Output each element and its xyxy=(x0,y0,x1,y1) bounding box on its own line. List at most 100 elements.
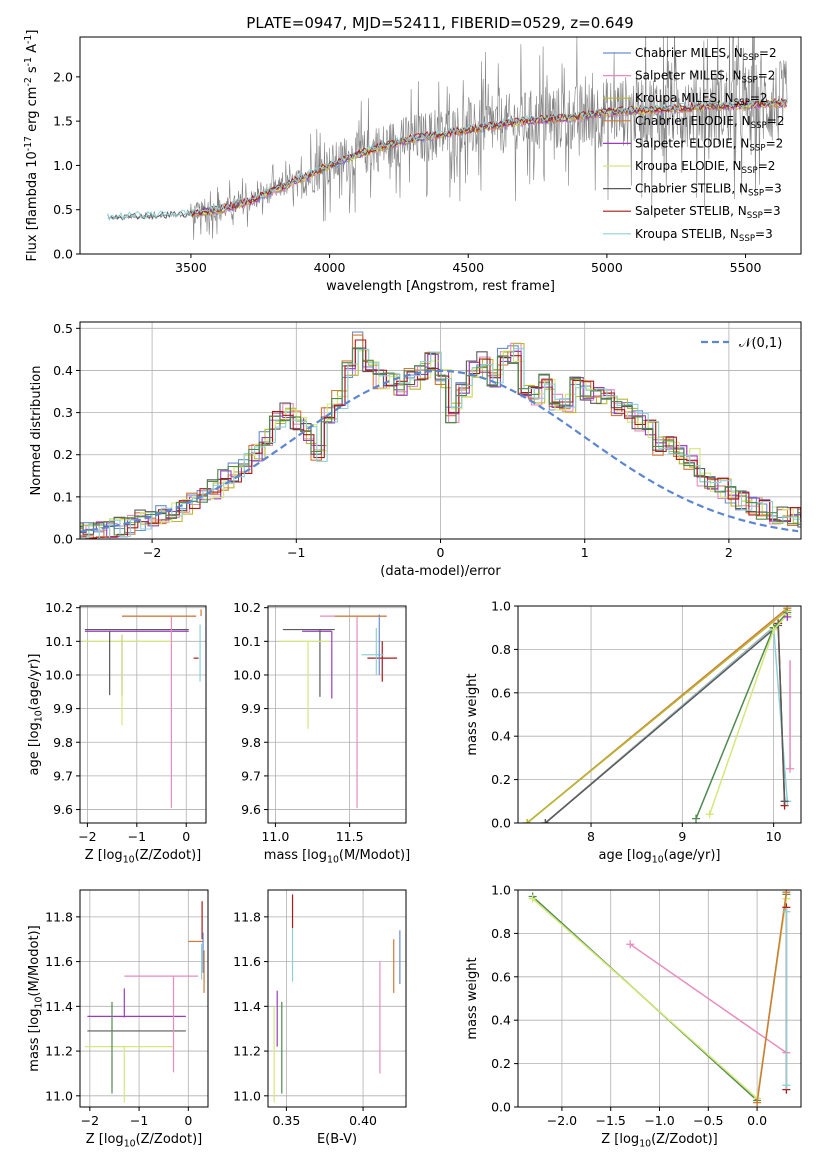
weight-marker xyxy=(705,810,714,819)
y-tick-label: 11.8 xyxy=(233,909,261,924)
weight-marker xyxy=(782,907,791,916)
weight-series xyxy=(756,892,788,1103)
y-tick-label: 9.9 xyxy=(53,701,73,716)
age-vs-mass-axes xyxy=(268,606,406,823)
x-tick-label: 9 xyxy=(678,829,686,844)
y-tick-label: 0.5 xyxy=(53,202,73,217)
y-tick-label: 11.4 xyxy=(45,999,73,1014)
y-tick-label: 0.6 xyxy=(491,685,511,700)
x-tick-label: −2 xyxy=(81,1113,99,1128)
errorbar-points xyxy=(278,614,398,808)
y-tick-label: 0.2 xyxy=(491,1056,511,1071)
legend-entry: Chabrier ELODIE, NSSP=2 xyxy=(635,114,784,131)
y-tick-label: 9.7 xyxy=(241,768,261,783)
x-tick-label: 4000 xyxy=(314,260,346,275)
weight-marker xyxy=(692,814,701,823)
y-tick-label: 0.2 xyxy=(53,447,73,462)
weight-marker xyxy=(626,940,635,949)
y-tick-label: 0.0 xyxy=(491,1100,511,1115)
x-tick-label: −2 xyxy=(143,545,161,560)
x-tick-label: 0 xyxy=(184,1113,192,1128)
residuals-axes xyxy=(80,322,801,540)
y-tick-label: 11.6 xyxy=(233,954,261,969)
legend-entry: Kroupa ELODIE, NSSP=2 xyxy=(635,159,775,176)
y-tick-label: 1.0 xyxy=(491,883,511,898)
y-axis-label: Flux [flambda 10-17 erg cm-2 s-1 A-1] xyxy=(23,30,40,262)
x-axis-label: mass [log10(M/Modot)] xyxy=(264,848,410,865)
mass-weight-vs-age-frame xyxy=(517,605,802,824)
weight-marker xyxy=(780,797,789,806)
legend-entry: Kroupa MILES, NSSP=2 xyxy=(635,91,768,108)
legend-entry: Salpeter STELIB, NSSP=3 xyxy=(635,204,781,221)
mass-vs-ebv-axes xyxy=(268,890,406,1107)
x-tick-label: −1.0 xyxy=(644,1113,674,1128)
y-tick-label: 10.2 xyxy=(45,600,73,615)
y-tick-label: 0.4 xyxy=(491,1013,511,1028)
errorbar-points xyxy=(82,609,202,808)
x-tick-label: 4500 xyxy=(452,260,484,275)
legend-entry: Chabrier MILES, NSSP=2 xyxy=(635,46,777,63)
histogram-series xyxy=(80,348,801,539)
x-tick-label: 3500 xyxy=(175,260,207,275)
y-tick-label: 10.0 xyxy=(45,667,73,682)
y-tick-label: 9.6 xyxy=(241,802,261,817)
y-tick-label: 0.3 xyxy=(53,405,73,420)
y-tick-label: 11.2 xyxy=(45,1044,73,1059)
y-tick-label: 9.9 xyxy=(241,701,261,716)
y-tick-label: 0.0 xyxy=(491,816,511,831)
errorbar-points xyxy=(84,901,205,1103)
y-tick-label: 0.8 xyxy=(491,642,511,657)
y-tick-label: 11.0 xyxy=(233,1088,261,1103)
age-vs-metallicity-axes xyxy=(80,606,206,823)
x-axis-label: Z [log10(Z/Zodot)] xyxy=(85,848,202,865)
weight-series xyxy=(544,623,786,823)
x-axis-label: E(B-V) xyxy=(317,1132,357,1147)
y-axis-label: age [log10(age/yr)] xyxy=(27,654,44,776)
x-tick-label: −1 xyxy=(130,1113,148,1128)
weight-marker xyxy=(782,890,791,897)
x-tick-label: −2 xyxy=(78,829,96,844)
weight-marker xyxy=(769,625,778,634)
x-tick-label: 0 xyxy=(182,829,190,844)
model-fit-line xyxy=(107,98,787,222)
x-tick-label: 0.35 xyxy=(272,1113,300,1128)
y-tick-label: 9.8 xyxy=(241,735,261,750)
y-tick-label: 0.5 xyxy=(53,321,73,336)
x-axis-label: age [log10(age/yr)] xyxy=(599,848,721,865)
legend-entry: 𝒩(0,1) xyxy=(739,336,782,351)
x-tick-label: 0 xyxy=(437,545,445,560)
weight-marker xyxy=(783,612,792,621)
y-tick-label: 11.2 xyxy=(233,1044,261,1059)
legend-entry: Chabrier STELIB, NSSP=3 xyxy=(635,182,782,199)
x-tick-label: 1 xyxy=(581,545,589,560)
mass-vs-metallicity-frame xyxy=(79,889,209,1108)
mass-vs-ebv-frame xyxy=(267,889,407,1108)
histogram-series xyxy=(80,343,801,538)
x-axis-label: (data-model)/error xyxy=(380,564,501,579)
x-tick-label: 10 xyxy=(766,829,782,844)
weight-series xyxy=(526,609,788,823)
y-tick-label: 0.8 xyxy=(491,926,511,941)
y-tick-label: 10.1 xyxy=(233,634,261,649)
weight-marker xyxy=(528,894,537,903)
spectrum-frame xyxy=(79,36,802,255)
weight-series xyxy=(629,943,787,1054)
mass-vs-metallicity-axes xyxy=(80,890,208,1107)
x-tick-label: 11.0 xyxy=(261,829,289,844)
y-tick-label: 10.0 xyxy=(233,667,261,682)
weight-lines xyxy=(528,890,791,1107)
y-tick-label: 10.1 xyxy=(45,634,73,649)
legend-entry: Kroupa STELIB, NSSP=3 xyxy=(635,227,773,244)
legend-entry: Salpeter ELODIE, NSSP=2 xyxy=(635,136,783,153)
y-axis-label: Normed distribution xyxy=(29,366,44,496)
x-tick-label: −1 xyxy=(287,545,305,560)
x-tick-label: 2 xyxy=(725,545,733,560)
x-tick-label: −2.0 xyxy=(547,1113,577,1128)
x-axis-label: Z [log10(Z/Zodot)] xyxy=(86,1132,203,1149)
spectrum-traces xyxy=(107,37,788,240)
y-tick-label: 1.5 xyxy=(53,114,73,129)
weight-lines xyxy=(523,606,795,823)
weight-marker xyxy=(541,819,550,823)
histogram-steps xyxy=(80,331,801,539)
